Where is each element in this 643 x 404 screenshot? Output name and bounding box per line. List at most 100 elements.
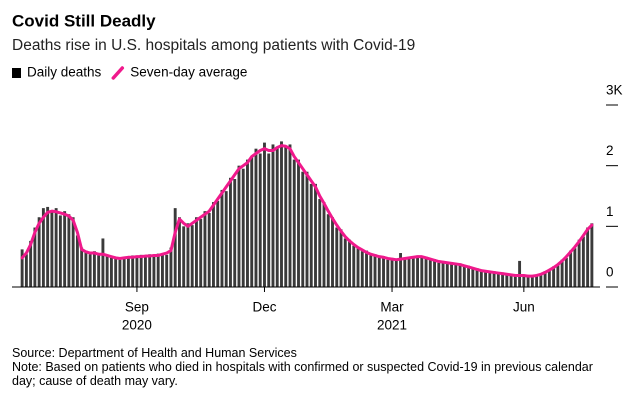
bar <box>165 254 169 287</box>
y-tick-label: 0 <box>606 265 614 280</box>
chart-subtitle: Deaths rise in U.S. hospitals among pati… <box>12 37 415 54</box>
legend-label: Seven-day average <box>130 65 247 80</box>
x-tick-label: Mar <box>380 300 404 315</box>
bar <box>67 214 71 287</box>
bar <box>399 253 402 287</box>
legend-swatch <box>12 68 21 78</box>
bar <box>373 254 377 287</box>
bar <box>224 191 228 287</box>
bar <box>75 235 79 287</box>
bar <box>267 153 271 287</box>
bar <box>547 270 551 287</box>
bar <box>160 253 164 287</box>
bar <box>271 144 275 287</box>
bar <box>292 159 296 287</box>
bar <box>301 171 305 287</box>
bar <box>305 171 309 287</box>
x-tick-label: Sep <box>125 300 149 315</box>
bar <box>535 274 539 287</box>
bar <box>220 189 224 287</box>
bar <box>195 217 198 287</box>
bar <box>522 276 526 287</box>
bar <box>190 225 194 287</box>
bar <box>50 211 54 287</box>
bar <box>54 208 58 287</box>
bar <box>212 202 215 287</box>
bar <box>331 217 334 287</box>
bar <box>365 250 368 287</box>
bar <box>254 148 258 287</box>
y-tick-label: 1 <box>606 204 614 219</box>
x-tick-label: Jun <box>513 300 535 315</box>
bar <box>590 223 594 287</box>
bar <box>454 264 458 287</box>
bar <box>564 257 568 287</box>
bar <box>343 238 347 287</box>
bar <box>139 254 143 287</box>
source: Source: Department of Health and Human S… <box>12 346 297 360</box>
x-year-label: 2020 <box>122 318 152 333</box>
bar <box>237 165 241 287</box>
bar <box>109 257 113 287</box>
bar <box>471 268 475 287</box>
bar <box>586 227 590 287</box>
note: Note: Based on patients who died in hosp… <box>12 360 593 388</box>
bar <box>424 256 428 287</box>
bar <box>263 142 266 287</box>
bar <box>246 159 249 287</box>
bar <box>569 250 573 287</box>
bar <box>496 273 500 287</box>
bar <box>284 147 288 287</box>
bar <box>420 257 424 287</box>
bar <box>339 229 343 287</box>
bar <box>177 217 181 287</box>
bar <box>20 249 24 287</box>
bar <box>131 255 135 287</box>
bar <box>216 200 220 287</box>
bar <box>118 259 122 287</box>
bar <box>71 217 75 287</box>
bar <box>88 254 92 287</box>
bar <box>63 211 67 287</box>
bar <box>441 260 445 287</box>
bar <box>458 263 462 287</box>
bar <box>467 265 471 287</box>
bar <box>229 177 232 287</box>
bar <box>41 208 45 287</box>
bar <box>24 254 28 287</box>
bar <box>348 239 351 287</box>
bar <box>203 211 207 287</box>
bar <box>513 276 517 287</box>
bar <box>543 271 547 287</box>
bar <box>58 215 62 287</box>
bar <box>475 268 479 287</box>
bar <box>556 265 560 287</box>
bar <box>369 255 373 287</box>
bar <box>526 274 530 287</box>
bar <box>314 183 317 287</box>
bar <box>530 276 534 287</box>
bar <box>335 227 339 287</box>
bar <box>539 274 543 287</box>
bar <box>394 260 398 287</box>
plot-area: 0 1 2 3K Sep Dec Mar Jun 2020 2021 <box>12 83 623 333</box>
bar <box>318 199 322 287</box>
bar <box>433 259 437 287</box>
bar <box>275 147 279 287</box>
bar <box>492 271 496 287</box>
bar <box>505 274 509 287</box>
bar <box>280 141 283 287</box>
bar <box>199 219 203 287</box>
bar <box>479 271 483 287</box>
bar <box>148 254 152 287</box>
bar <box>92 251 96 287</box>
chart-title: Covid Still Deadly <box>12 11 156 30</box>
bar <box>377 257 381 287</box>
bar <box>322 202 326 287</box>
bar <box>122 256 126 287</box>
bar <box>356 246 360 287</box>
legend-swatch <box>111 66 125 80</box>
bar <box>411 258 415 287</box>
